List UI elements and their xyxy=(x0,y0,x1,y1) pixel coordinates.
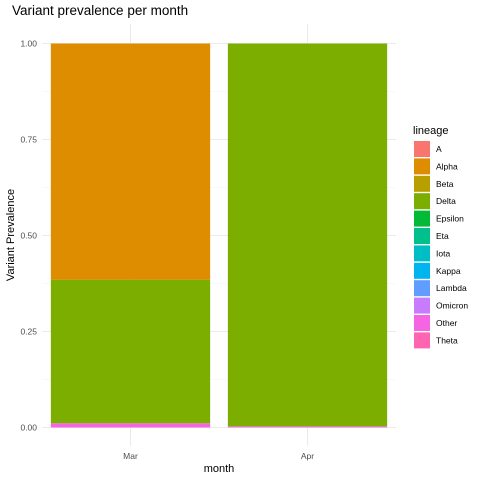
legend-label-delta: Delta xyxy=(436,196,456,206)
legend-label-epsilon: Epsilon xyxy=(436,214,464,224)
y-axis-title: Variant Prevalence xyxy=(5,189,17,281)
legend-key-a xyxy=(414,141,430,157)
bar-segment-other-mar xyxy=(50,423,211,428)
legend-key-alpha xyxy=(414,158,430,175)
legend-label-other: Other xyxy=(436,318,457,328)
legend-key-beta xyxy=(414,175,430,192)
y-axis-ticks: 0.00 0.25 0.50 0.75 1.00 xyxy=(20,39,37,433)
y-tick-label: 0.50 xyxy=(20,231,37,241)
legend-key-iota xyxy=(414,245,430,262)
x-axis-ticks: Mar Apr xyxy=(123,451,314,461)
x-tick-label: Apr xyxy=(301,451,314,461)
x-axis-title: month xyxy=(204,463,235,475)
legend-label-a: A xyxy=(436,144,442,154)
legend-key-other xyxy=(414,315,430,331)
legend-label-eta: Eta xyxy=(436,231,449,241)
legend: lineage A Alpha Beta Delta Epsilon Eta Iota Kap… xyxy=(413,125,468,349)
bar-segment-delta-mar xyxy=(50,279,211,424)
legend-key-lambda xyxy=(414,280,430,297)
legend-label-kappa: Kappa xyxy=(436,266,461,276)
legend-key-kappa xyxy=(414,262,430,279)
bar-segment-alpha-mar xyxy=(50,43,211,280)
chart-title: Variant prevalence per month xyxy=(12,3,188,18)
legend-key-delta xyxy=(414,193,430,210)
legend-key-eta xyxy=(414,228,430,244)
legend-label-omicron: Omicron xyxy=(436,301,468,311)
y-tick-label: 0.75 xyxy=(20,135,37,145)
legend-key-omicron xyxy=(414,297,430,314)
legend-key-theta xyxy=(414,332,430,349)
x-tick-label: Mar xyxy=(123,451,138,461)
legend-key-epsilon xyxy=(414,210,430,227)
bar-segment-delta-apr xyxy=(227,43,388,427)
legend-label-alpha: Alpha xyxy=(436,161,458,171)
bars xyxy=(50,43,388,428)
legend-label-iota: Iota xyxy=(436,248,450,258)
legend-label-lambda: Lambda xyxy=(436,283,467,293)
legend-title: lineage xyxy=(413,125,448,137)
bar-segment-other-apr xyxy=(227,426,388,428)
legend-label-theta: Theta xyxy=(436,335,458,345)
y-tick-label: 1.00 xyxy=(20,39,37,49)
legend-label-beta: Beta xyxy=(436,179,454,189)
y-tick-label: 0.25 xyxy=(20,327,37,337)
y-tick-label: 0.00 xyxy=(20,423,37,433)
